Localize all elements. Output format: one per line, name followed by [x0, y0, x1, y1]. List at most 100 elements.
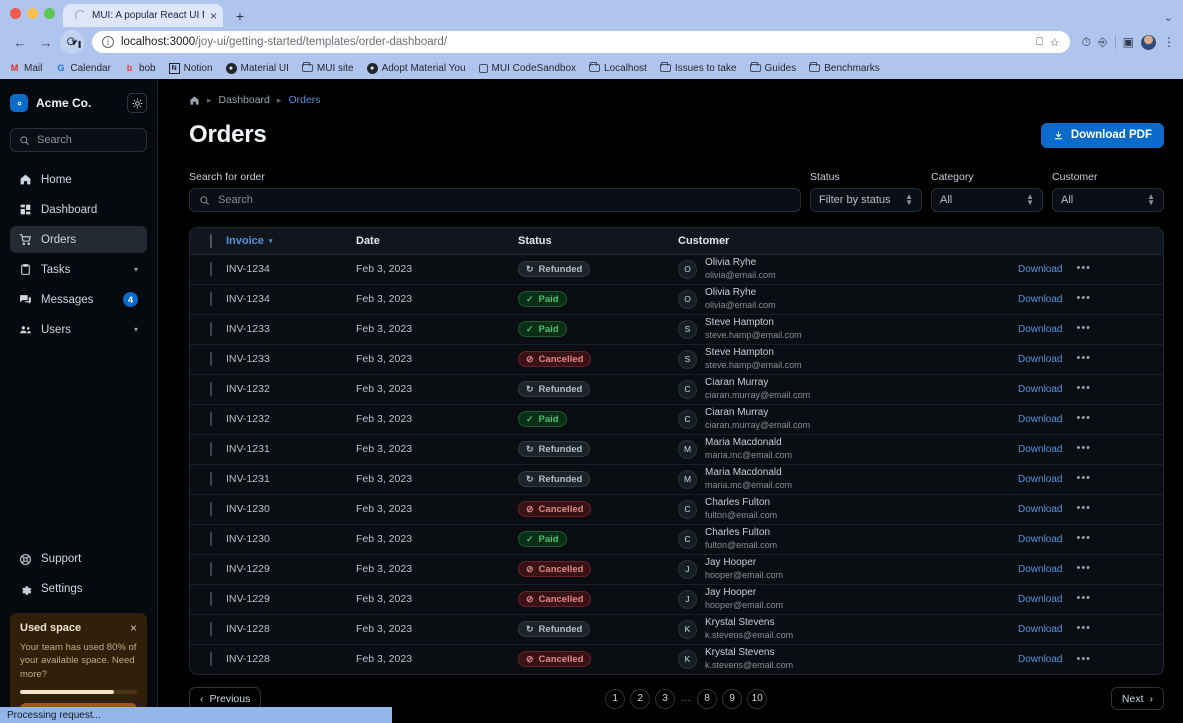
site-info-icon[interactable]: i — [102, 36, 114, 48]
column-header-date[interactable]: Date — [356, 228, 518, 255]
more-options-icon[interactable]: ••• — [1076, 322, 1092, 335]
download-link[interactable]: Download — [1018, 293, 1063, 305]
more-options-icon[interactable]: ••• — [1076, 262, 1092, 275]
page-number-10[interactable]: 10 — [747, 688, 768, 709]
row-checkbox[interactable] — [210, 412, 212, 426]
table-row[interactable]: INV-1232 Feb 3, 2023 ↻ Refunded C Ciaran Murr… — [190, 374, 1163, 404]
table-row[interactable]: INV-1234 Feb 3, 2023 ↻ Refunded O Olivia Ryhe… — [190, 254, 1163, 284]
more-options-icon[interactable]: ••• — [1076, 562, 1092, 575]
more-options-icon[interactable]: ••• — [1076, 292, 1092, 305]
sidebar-item-tasks[interactable]: Tasks ▾ — [10, 256, 147, 283]
more-options-icon[interactable]: ••• — [1076, 502, 1092, 515]
download-link[interactable]: Download — [1018, 533, 1063, 545]
page-number-3[interactable]: 3 — [655, 688, 676, 709]
table-row[interactable]: INV-1228 Feb 3, 2023 ↻ Refunded K Krystal Ste… — [190, 614, 1163, 644]
table-row[interactable]: INV-1233 Feb 3, 2023 ⊘ Cancelled S Steve Hamp… — [190, 344, 1163, 374]
row-checkbox[interactable] — [210, 382, 212, 396]
breadcrumb-item-dashboard[interactable]: Dashboard — [218, 94, 270, 106]
forward-button[interactable]: → — [39, 34, 53, 50]
bookmark-guides[interactable]: Guides — [749, 62, 796, 74]
bookmark-issues-to-take[interactable]: Issues to take — [659, 62, 737, 74]
row-checkbox[interactable] — [210, 502, 212, 516]
download-link[interactable]: Download — [1018, 563, 1063, 575]
sidebar-item-settings[interactable]: Settings — [10, 576, 147, 603]
download-link[interactable]: Download — [1018, 443, 1063, 455]
customer-select[interactable]: All ▲ ▼ — [1052, 188, 1164, 212]
side-panel-icon[interactable]: ▣ — [1122, 35, 1134, 49]
bookmark-localhost[interactable]: Localhost — [589, 62, 647, 74]
row-checkbox[interactable] — [210, 532, 212, 546]
bookmark-benchmarks[interactable]: Benchmarks — [809, 62, 880, 74]
more-options-icon[interactable]: ••• — [1076, 472, 1092, 485]
bookmark-star-icon[interactable]: ☆ — [1049, 36, 1060, 49]
bookmark-calendar[interactable]: G Calendar — [55, 63, 111, 74]
back-button[interactable]: ← — [13, 34, 27, 50]
table-row[interactable]: INV-1230 Feb 3, 2023 ✓ Paid C Charles Fulton f… — [190, 524, 1163, 554]
download-link[interactable]: Download — [1018, 623, 1063, 635]
close-icon[interactable]: × — [129, 620, 137, 635]
breadcrumb-item-orders[interactable]: Orders — [288, 94, 321, 106]
close-icon[interactable]: × — [209, 8, 217, 23]
download-link[interactable]: Download — [1018, 323, 1063, 335]
sidebar-item-support[interactable]: Support — [10, 546, 147, 573]
new-tab-button[interactable]: + — [235, 8, 245, 24]
download-link[interactable]: Download — [1018, 263, 1063, 275]
bookmark-material-ui[interactable]: ● Material UI — [225, 62, 289, 74]
download-link[interactable]: Download — [1018, 383, 1063, 395]
column-header-status[interactable]: Status — [518, 228, 678, 255]
row-checkbox[interactable] — [210, 292, 212, 306]
download-link[interactable]: Download — [1018, 353, 1063, 365]
table-row[interactable]: INV-1228 Feb 3, 2023 ⊘ Cancelled K Krystal St… — [190, 644, 1163, 674]
row-checkbox[interactable] — [210, 622, 212, 636]
page-number-9[interactable]: 9 — [722, 688, 743, 709]
more-options-icon[interactable]: ••• — [1076, 382, 1092, 395]
more-options-icon[interactable]: ••• — [1076, 532, 1092, 545]
row-checkbox[interactable] — [210, 322, 212, 336]
column-header-customer[interactable]: Customer — [678, 228, 1018, 255]
sidebar-search-input[interactable]: Search — [10, 128, 147, 152]
bookmark-mui-codesandbox[interactable]: MUI CodeSandbox — [478, 63, 576, 74]
page-number-2[interactable]: 2 — [630, 688, 651, 709]
row-checkbox[interactable] — [210, 262, 212, 276]
more-options-icon[interactable]: ••• — [1076, 622, 1092, 635]
row-checkbox[interactable] — [210, 352, 212, 366]
address-bar[interactable]: i localhost:3000/joy-ui/getting-started/… — [92, 31, 1070, 53]
browser-tab[interactable]: MUI: A popular React UI fram × — [63, 4, 223, 27]
download-link[interactable]: Download — [1018, 653, 1063, 665]
select-all-checkbox[interactable] — [210, 233, 212, 248]
row-checkbox[interactable] — [210, 652, 212, 667]
download-pdf-button[interactable]: Download PDF — [1040, 122, 1164, 148]
more-options-icon[interactable]: ••• — [1076, 352, 1092, 365]
maximize-window-button[interactable] — [44, 8, 55, 19]
sort-by-invoice[interactable]: Invoice ▾ — [226, 235, 356, 247]
page-number-8[interactable]: 8 — [697, 688, 718, 709]
bookmark-notion[interactable]: N Notion — [168, 62, 213, 74]
download-link[interactable]: Download — [1018, 473, 1063, 485]
download-link[interactable]: Download — [1018, 413, 1063, 425]
status-select[interactable]: Filter by status ▲ ▼ — [810, 188, 922, 212]
more-options-icon[interactable]: ••• — [1076, 412, 1092, 425]
table-row[interactable]: INV-1233 Feb 3, 2023 ✓ Paid S Steve Hampton st… — [190, 314, 1163, 344]
row-checkbox[interactable] — [210, 592, 212, 606]
kebab-menu-icon[interactable]: ⋮ — [1163, 35, 1175, 49]
profile-avatar[interactable] — [1141, 34, 1156, 50]
bookmark-mui-site[interactable]: MUI site — [301, 62, 354, 74]
category-select[interactable]: All ▲ ▼ — [931, 188, 1043, 212]
window-traffic-lights[interactable] — [8, 0, 63, 27]
chevron-down-icon[interactable]: ▾ — [133, 325, 138, 334]
table-row[interactable]: INV-1231 Feb 3, 2023 ↻ Refunded M Maria Macdo… — [190, 464, 1163, 494]
theme-toggle-button[interactable] — [127, 93, 147, 113]
bookmark-mail[interactable]: M Mail — [9, 63, 43, 74]
page-number-1[interactable]: 1 — [605, 688, 626, 709]
bookmark-bob[interactable]: b bob — [124, 63, 156, 74]
download-link[interactable]: Download — [1018, 593, 1063, 605]
sidebar-item-orders[interactable]: Orders — [10, 226, 147, 253]
table-row[interactable]: INV-1232 Feb 3, 2023 ✓ Paid C Ciaran Murray ci… — [190, 404, 1163, 434]
close-window-button[interactable] — [10, 8, 21, 19]
table-row[interactable]: INV-1230 Feb 3, 2023 ⊘ Cancelled C Charles Fu… — [190, 494, 1163, 524]
table-row[interactable]: INV-1231 Feb 3, 2023 ↻ Refunded M Maria Macdo… — [190, 434, 1163, 464]
row-checkbox[interactable] — [210, 472, 212, 486]
next-page-button[interactable]: Next › — [1110, 687, 1164, 710]
minimize-window-button[interactable] — [27, 8, 38, 19]
table-row[interactable]: INV-1229 Feb 3, 2023 ⊘ Cancelled J Jay Hooper… — [190, 554, 1163, 584]
